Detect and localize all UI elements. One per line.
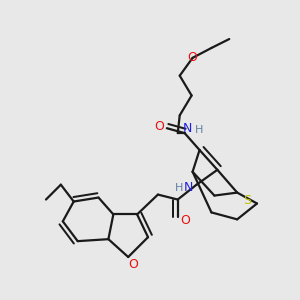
Text: H: H (195, 125, 204, 135)
Text: S: S (243, 194, 251, 207)
Text: O: O (181, 214, 190, 227)
Text: N: N (184, 181, 193, 194)
Text: H: H (175, 183, 183, 193)
Text: O: O (128, 258, 138, 272)
Text: O: O (154, 120, 164, 133)
Text: N: N (183, 122, 192, 135)
Text: O: O (188, 51, 197, 64)
